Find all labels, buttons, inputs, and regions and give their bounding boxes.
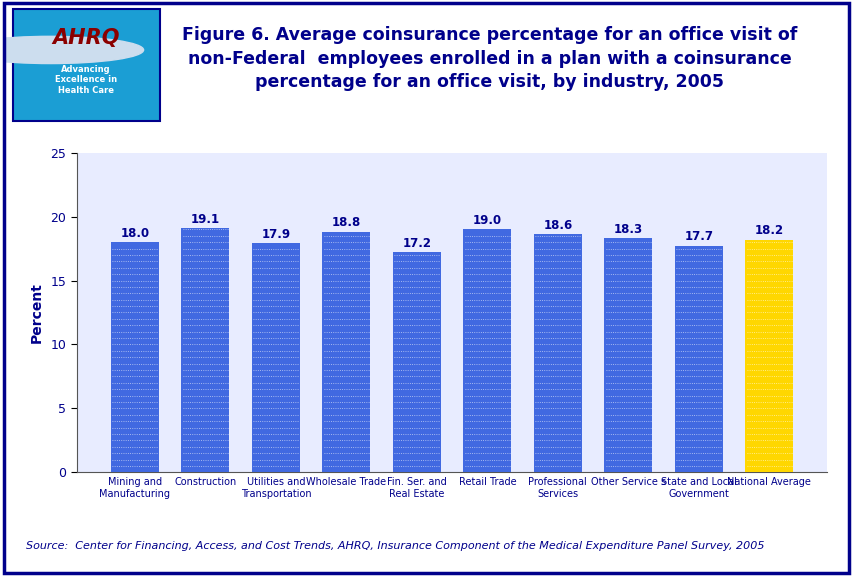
Bar [745,240,792,472]
FancyBboxPatch shape [13,9,160,120]
Text: 18.8: 18.8 [331,217,360,229]
Text: 18.3: 18.3 [613,223,642,236]
Bar [604,238,652,472]
Text: 17.9: 17.9 [261,228,290,241]
Text: AHRQ: AHRQ [52,28,120,48]
Text: 18.6: 18.6 [543,219,572,232]
Bar [181,228,229,472]
Bar [674,246,722,472]
Text: 19.0: 19.0 [472,214,501,227]
Text: Figure 6. Average coinsurance percentage for an office visit of
non-Federal  emp: Figure 6. Average coinsurance percentage… [182,26,797,91]
Text: 17.7: 17.7 [683,230,712,244]
Text: 18.2: 18.2 [754,224,783,237]
Bar [393,252,440,472]
Bar [533,234,581,472]
Y-axis label: Percent: Percent [30,282,43,343]
Text: 18.0: 18.0 [120,226,149,240]
Text: 17.2: 17.2 [402,237,431,250]
Circle shape [0,36,143,63]
Text: Advancing
Excellence in
Health Care: Advancing Excellence in Health Care [55,65,117,94]
Bar [111,242,158,472]
Bar [463,229,510,472]
Bar [322,232,370,472]
Text: Source:  Center for Financing, Access, and Cost Trends, AHRQ, Insurance Componen: Source: Center for Financing, Access, an… [26,541,763,551]
Bar [251,244,299,472]
Text: 19.1: 19.1 [191,213,220,226]
